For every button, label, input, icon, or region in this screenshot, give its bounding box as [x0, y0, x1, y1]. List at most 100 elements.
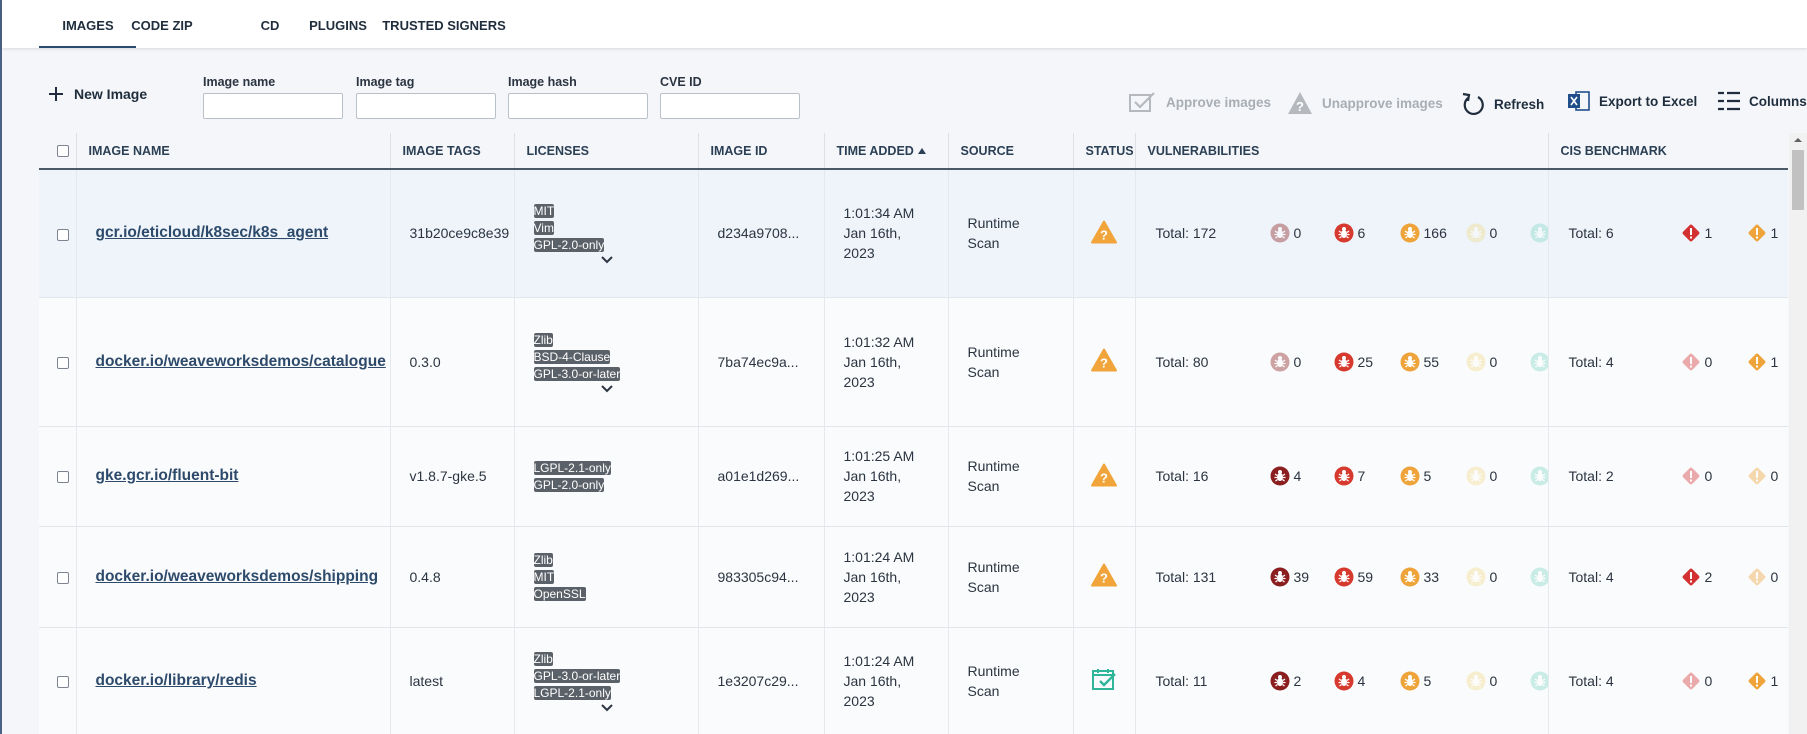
element: [1570, 96, 1578, 106]
vuln-count: 0: [1489, 672, 1498, 689]
expand-chevron[interactable]: [600, 255, 614, 265]
image-tag: latest: [389, 626, 514, 734]
filter: Image hash: [508, 75, 648, 119]
image-link[interactable]: docker.io/weaveworksdemos/shipping: [95, 567, 379, 585]
column-header[interactable]: STATUS: [1072, 133, 1135, 170]
licenses: Zlib GPL-3.0-or-later LGPL-2.1-only: [513, 626, 698, 734]
refresh-button[interactable]: Refresh: [1460, 90, 1544, 118]
checkbox[interactable]: [57, 471, 69, 484]
image-link[interactable]: gke.gcr.io/fluent-bit: [95, 467, 239, 484]
tab[interactable]: CODE ZIP: [131, 18, 193, 33]
filter-input[interactable]: [203, 93, 343, 119]
expand-chevron[interactable]: [600, 384, 614, 394]
column-header[interactable]: IMAGE ID: [697, 133, 824, 170]
checkbox[interactable]: [57, 356, 69, 369]
filter-input[interactable]: [660, 93, 800, 119]
severity-icon: [1400, 352, 1420, 372]
license-badge: GPL-2.0-only: [533, 477, 605, 492]
severity-indicator: 0: [1681, 352, 1712, 372]
filter-label: CVE ID: [660, 75, 702, 89]
severity-icon: [1270, 352, 1290, 372]
table-cell: 1:01:24 AM Jan 16th, 2023: [823, 626, 948, 734]
approve-button[interactable]: Approve images: [1128, 90, 1271, 114]
licenses: Zlib MIT OpenSSL: [513, 525, 698, 627]
tab[interactable]: CD: [260, 18, 280, 33]
element: gcr.io/eticloud/k8sec/k8s_agent 31b20ce9…: [39, 168, 1788, 734]
new-image-button[interactable]: New Image: [48, 86, 147, 102]
scroll-thumb[interactable]: [1792, 150, 1804, 210]
severity-icon: [1270, 567, 1290, 587]
scroll-up[interactable]: [1789, 133, 1807, 147]
button-label: Columns: [1749, 93, 1807, 109]
checkbox[interactable]: [57, 228, 69, 241]
status-warning-icon: [1091, 348, 1117, 372]
severity-indicator: 0: [1466, 466, 1498, 486]
header-row: IMAGE NAME IMAGE TAGS LICENSES IMAGE ID …: [39, 133, 1788, 170]
image-link[interactable]: gcr.io/eticloud/k8sec/k8s_agent: [95, 224, 329, 242]
image-tag: 0.3.0: [389, 296, 514, 426]
column-header[interactable]: IMAGE TAGS: [389, 133, 514, 170]
export-button[interactable]: Export to Excel: [1567, 90, 1697, 112]
checkbox[interactable]: [57, 145, 69, 158]
severity-icon: [1270, 223, 1290, 243]
source: Runtime Scan: [967, 215, 1020, 252]
filter: Image name: [203, 75, 343, 119]
severity-indicator: 166: [1400, 223, 1447, 243]
vuln-total: Total: 131: [1155, 568, 1217, 585]
element: [1747, 224, 1765, 242]
scrollbar[interactable]: [1789, 133, 1807, 734]
image-id: 7ba74ec9a...: [697, 296, 824, 426]
severity-indicator: 2: [1681, 567, 1712, 587]
tab[interactable]: PLUGINS: [309, 18, 367, 33]
image-link[interactable]: docker.io/library/redis: [95, 671, 257, 689]
image-link[interactable]: docker.io/weaveworksdemos/catalogue: [95, 352, 386, 370]
checkbox[interactable]: [57, 571, 69, 584]
button-label: Refresh: [1494, 96, 1545, 112]
severity-indicator: 0: [1530, 223, 1549, 243]
button-label: Export to Excel: [1599, 93, 1698, 109]
unapprove-button[interactable]: ? Unapprove images: [1286, 90, 1443, 116]
element: [1134, 92, 1155, 109]
severity-indicator: 6: [1334, 223, 1365, 243]
element: [1462, 92, 1471, 102]
element: [1400, 671, 1419, 690]
filter-input[interactable]: [508, 93, 648, 119]
button-label: New Image: [74, 86, 148, 102]
severity-icon: [1747, 223, 1767, 243]
table-cell: Total: 4 2 0: [1547, 525, 1788, 627]
expand-chevron[interactable]: [600, 703, 614, 713]
column-header[interactable]: IMAGE NAME: [75, 133, 390, 170]
license-badge: BSD-4-Clause: [533, 349, 611, 364]
time-added: 1:01:24 AM Jan 16th, 2023: [843, 652, 915, 709]
vuln-count: 55: [1423, 353, 1440, 370]
column-header[interactable]: CIS BENCHMARK: [1547, 133, 1788, 170]
table-cell: [1072, 168, 1135, 297]
license-badge: MIT: [533, 204, 555, 219]
table-cell: [39, 168, 76, 297]
severity-icon: [1681, 352, 1701, 372]
image-tag: v1.8.7-gke.5: [389, 425, 514, 526]
vuln-count: 39: [1293, 568, 1310, 585]
column-header[interactable]: SOURCE: [947, 133, 1073, 170]
vuln-count: 0: [1489, 225, 1498, 242]
columns-button[interactable]: Columns: [1717, 90, 1807, 112]
licenses: MIT Vim GPL-2.0-only: [513, 168, 698, 297]
tab[interactable]: TRUSTED SIGNERS: [382, 18, 506, 33]
element: [1400, 567, 1419, 586]
columns-icon: [1718, 91, 1740, 111]
license-badge: LGPL-2.1-only: [533, 685, 611, 700]
filter-input[interactable]: [356, 93, 496, 119]
vuln-count: 0: [1489, 353, 1498, 370]
checkbox[interactable]: [57, 676, 69, 689]
column-header[interactable]: LICENSES: [513, 133, 698, 170]
column-header[interactable]: VULNERABILITIES: [1134, 133, 1548, 170]
image-tag: 0.4.8: [389, 525, 514, 627]
element: [1092, 565, 1116, 586]
tab[interactable]: IMAGES: [62, 18, 114, 33]
element: [1334, 671, 1353, 690]
severity-indicator: 0: [1530, 352, 1549, 372]
vuln-count: 0: [1489, 468, 1498, 484]
severity-indicator: 0: [1681, 466, 1712, 486]
column-header[interactable]: TIME ADDED: [823, 133, 948, 170]
severity-indicator: 4: [1334, 671, 1365, 691]
